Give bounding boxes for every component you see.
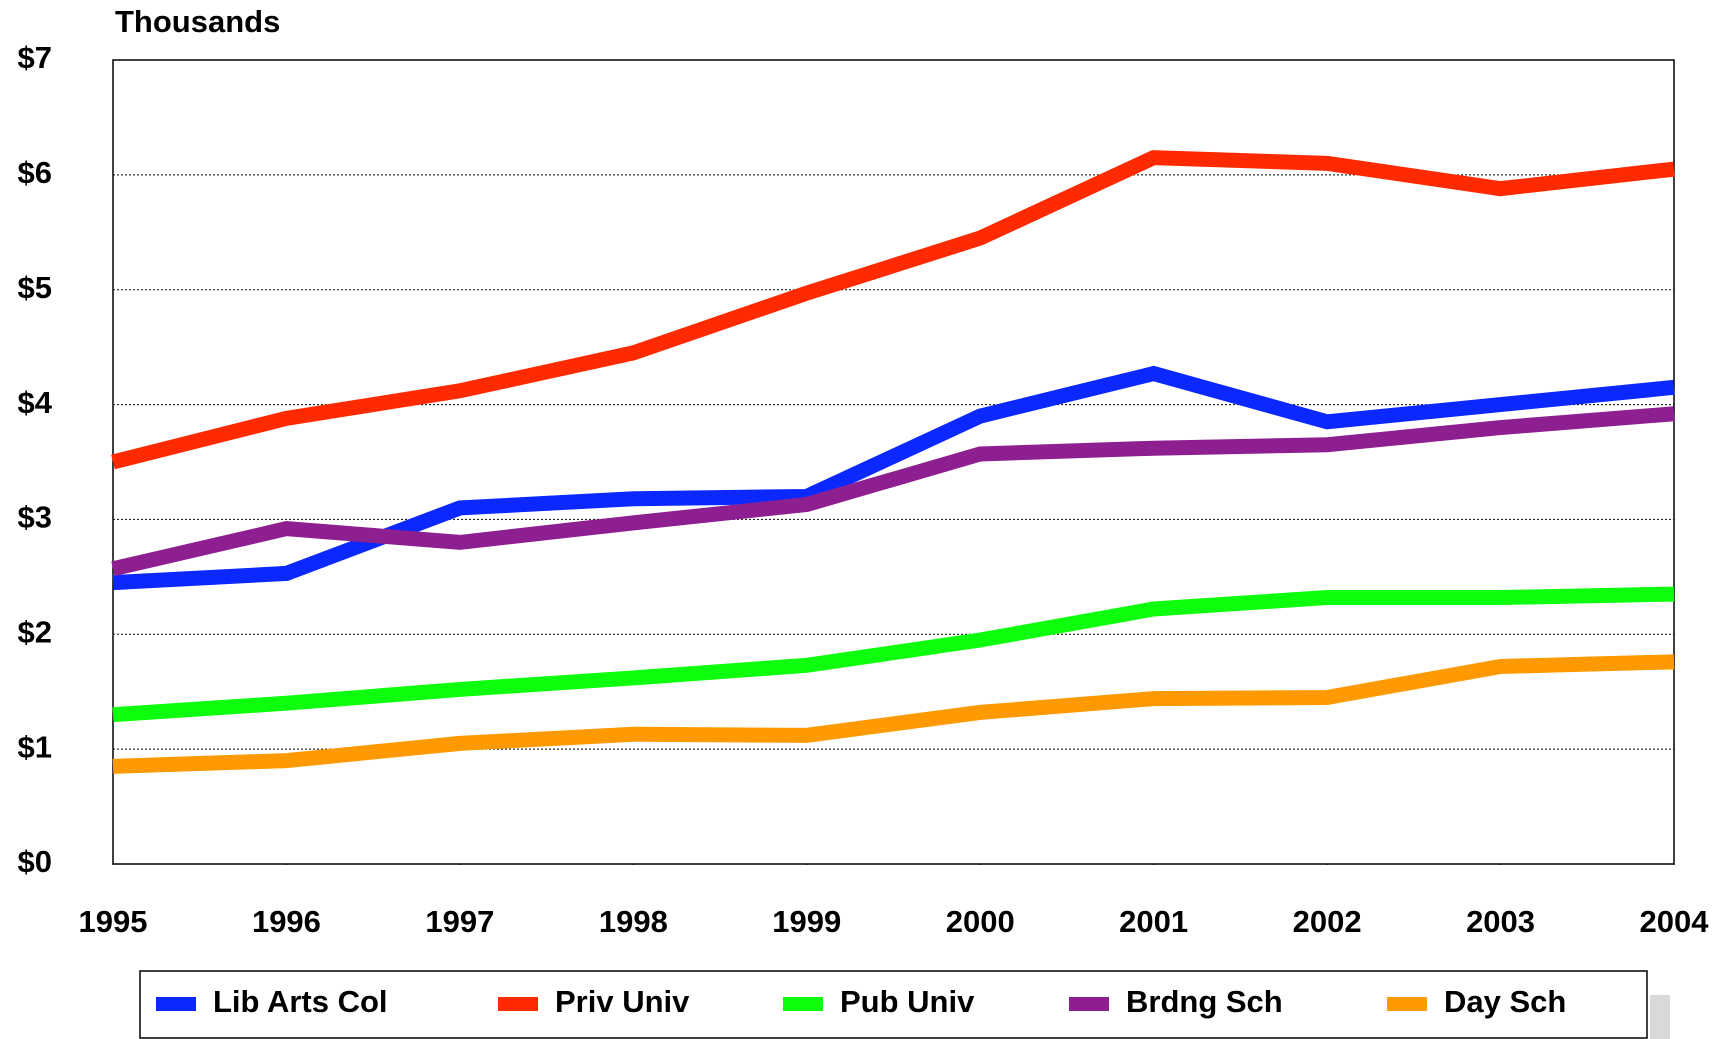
x-tick-label: 1999	[772, 904, 841, 939]
y-tick-label: $4	[18, 385, 53, 420]
x-tick-label: 2002	[1293, 904, 1362, 939]
y-tick-label: $2	[18, 614, 52, 649]
y-tick-label: $7	[18, 40, 52, 75]
x-tick-label: 1997	[425, 904, 494, 939]
y-axis-label: Thousands	[115, 4, 280, 39]
y-tick-label: $1	[18, 729, 52, 764]
x-tick-label: 2001	[1119, 904, 1188, 939]
legend-label: Pub Univ	[840, 984, 975, 1019]
y-tick-label: $3	[18, 500, 52, 535]
series-line	[111, 406, 1675, 577]
y-tick-label: $0	[18, 844, 52, 879]
x-tick-label: 1998	[599, 904, 668, 939]
legend-label: Day Sch	[1444, 984, 1566, 1019]
x-tick-label: 2000	[946, 904, 1015, 939]
legend-swatch	[498, 997, 538, 1011]
legend-label: Lib Arts Col	[213, 984, 388, 1019]
x-tick-label: 2003	[1466, 904, 1535, 939]
legend-swatch	[783, 997, 823, 1011]
legend-swatch	[1387, 997, 1427, 1011]
series-line	[112, 586, 1675, 723]
y-tick-label: $6	[18, 155, 52, 190]
x-tick-label: 2004	[1640, 904, 1710, 939]
legend-swatch	[156, 997, 196, 1011]
legend-swatch	[1069, 997, 1109, 1011]
y-tick-label: $5	[18, 270, 52, 305]
series-line	[111, 150, 1675, 470]
legend-shadow	[1650, 995, 1670, 1039]
series-line	[112, 654, 1675, 774]
x-tick-label: 1996	[252, 904, 321, 939]
legend-label: Priv Univ	[555, 984, 690, 1019]
legend-label: Brdng Sch	[1126, 984, 1283, 1019]
x-tick-label: 1995	[79, 904, 148, 939]
